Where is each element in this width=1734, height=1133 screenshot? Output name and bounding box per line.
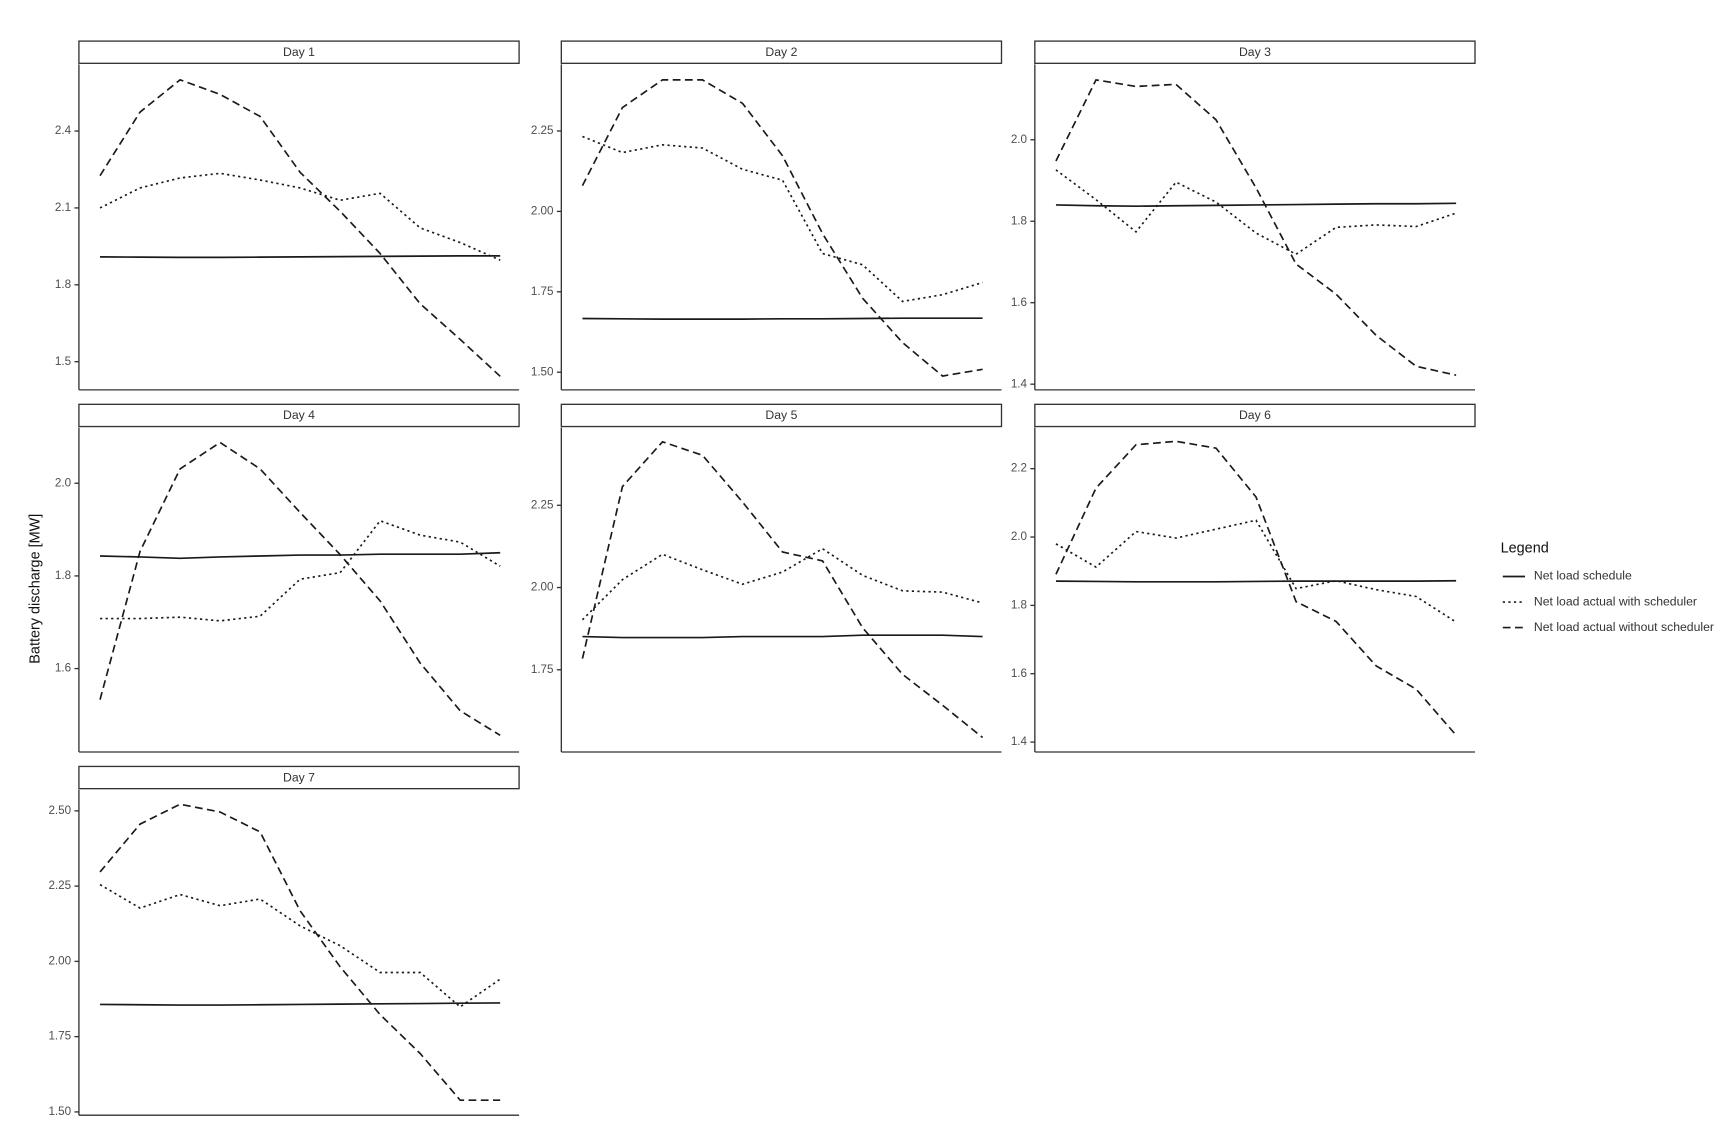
y-tick-label: 1.8 [1011,214,1027,227]
y-axis-label: Battery discharge [MW] [27,514,43,664]
series-line [99,172,501,261]
panel-title: Day 3 [1239,45,1271,59]
panel-title: Day 1 [283,45,315,59]
series-line [100,519,501,622]
y-tick-label: 1.6 [1011,296,1027,309]
y-tick-label: 2.0 [55,476,72,489]
series-line [1055,519,1457,623]
y-tick-label: 2.25 [48,879,71,892]
series-line [581,547,983,621]
series-line [1055,440,1457,736]
y-tick-label: 2.0 [1011,133,1028,146]
y-tick-label: 1.6 [55,662,71,675]
strip [560,40,1003,64]
y-tick-label: 2.00 [48,954,71,967]
y-tick-label: 2.0 [1011,530,1028,543]
panel-title: Day 2 [765,45,797,59]
strip [78,403,520,428]
y-tick-label: 1.5 [55,355,71,368]
series-line [99,78,501,377]
y-tick-label: 1.6 [1011,667,1027,680]
strip [78,765,520,790]
y-tick-label: 1.4 [1011,377,1028,390]
y-tick-label: 1.75 [531,663,554,676]
y-tick-label: 1.8 [55,569,71,582]
series-line [1055,169,1457,256]
y-tick-label: 1.8 [1011,598,1027,611]
y-tick-label: 2.1 [55,201,71,214]
strip [78,40,520,64]
series-line [1055,202,1457,208]
series-line [100,255,501,259]
y-tick-label: 1.75 [531,285,554,298]
series-line [99,441,501,737]
legend-label: Net load actual without scheduler [1534,620,1714,634]
series-line [1055,579,1457,583]
y-tick-label: 1.50 [531,365,554,378]
y-tick-label: 1.50 [48,1105,71,1118]
series-line [100,551,501,560]
y-tick-label: 2.50 [48,804,71,817]
y-tick-label: 1.8 [55,278,71,291]
panel-title: Day 6 [1239,408,1271,422]
series-line [100,1002,501,1006]
y-tick-label: 1.75 [48,1030,71,1043]
y-tick-label: 2.00 [531,581,554,594]
series-line [581,440,984,739]
legend-label: Net load schedule [1534,569,1632,583]
y-tick-label: 2.00 [531,204,554,217]
series-line [1055,78,1457,377]
series-line [582,634,983,639]
legend-title: Legend [1501,541,1549,557]
y-tick-label: 2.25 [531,124,554,137]
series-line [99,883,501,1008]
panel-title: Day 4 [283,408,315,422]
legend-label: Net load actual with scheduler [1534,594,1697,608]
series-line [582,317,983,320]
series-line [581,79,983,377]
panel-title: Day 5 [765,408,797,422]
panel-title: Day 7 [283,770,315,784]
y-tick-label: 1.4 [1011,735,1028,748]
strip [560,403,1003,428]
y-tick-label: 2.4 [55,124,72,137]
y-tick-label: 2.2 [1011,462,1027,475]
series-line [582,135,983,303]
strip [1034,403,1476,428]
strip [1034,40,1476,64]
series-line [99,803,501,1102]
y-tick-label: 2.25 [531,498,554,511]
